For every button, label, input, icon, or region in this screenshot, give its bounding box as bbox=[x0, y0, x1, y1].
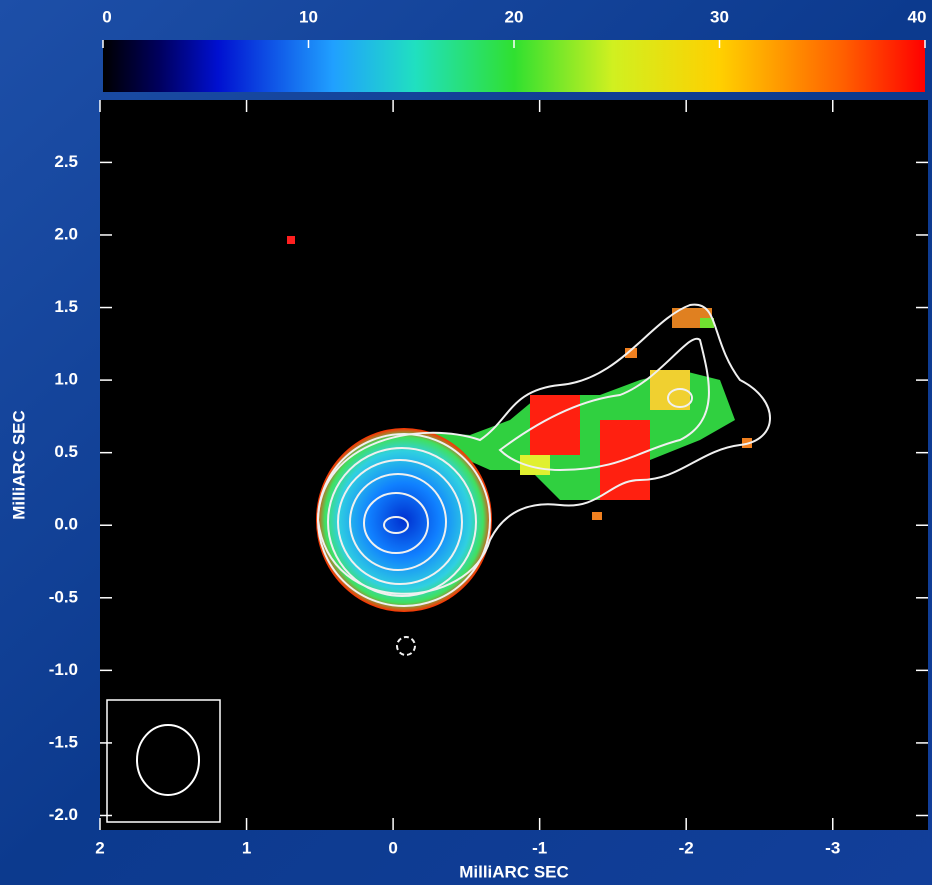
colorbar-tick-label: 20 bbox=[505, 7, 524, 26]
x-tick-label: 2 bbox=[95, 838, 104, 857]
x-tick-label: -2 bbox=[679, 838, 694, 857]
x-axis-label: MilliARC SEC bbox=[459, 862, 569, 881]
x-tick-label: 0 bbox=[388, 838, 397, 857]
y-tick-label: 0.0 bbox=[54, 515, 78, 534]
chart: MilliARC SEC MilliARC SEC 210-1-2-32.52.… bbox=[0, 0, 932, 885]
y-tick-label: 2.5 bbox=[54, 152, 78, 171]
y-tick-label: -2.0 bbox=[49, 805, 78, 824]
y-tick-label: 1.5 bbox=[54, 297, 78, 316]
y-tick-label: -1.0 bbox=[49, 660, 78, 679]
y-tick-label: 2.0 bbox=[54, 224, 78, 243]
y-tick-label: -1.5 bbox=[49, 732, 78, 751]
x-tick-label: -1 bbox=[532, 838, 547, 857]
y-tick-label: -0.5 bbox=[49, 587, 78, 606]
colorbar-tick-label: 40 bbox=[908, 7, 927, 26]
x-tick-label: 1 bbox=[242, 838, 251, 857]
colorbar-tick-label: 10 bbox=[299, 7, 318, 26]
y-axis-label: MilliARC SEC bbox=[9, 410, 28, 520]
colorbar-tick-label: 30 bbox=[710, 7, 729, 26]
y-tick-label: 1.0 bbox=[54, 370, 78, 389]
x-tick-label: -3 bbox=[825, 838, 840, 857]
y-tick-label: 0.5 bbox=[54, 442, 78, 461]
colorbar-tick-label: 0 bbox=[102, 7, 111, 26]
